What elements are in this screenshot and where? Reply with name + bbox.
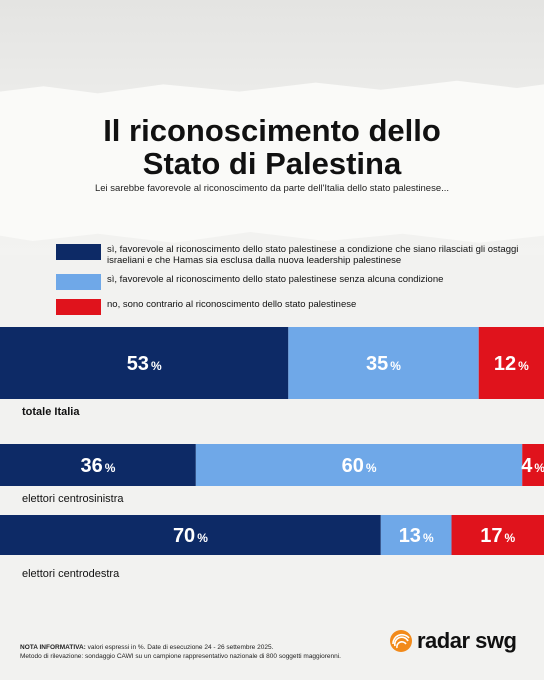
bar-segment xyxy=(0,327,289,399)
bar-segment xyxy=(0,444,196,486)
chart-subtitle: Lei sarebbe favorevole al riconoscimento… xyxy=(94,183,450,194)
legend-swatch-red xyxy=(56,299,101,315)
bar-segment xyxy=(288,327,479,399)
category-label-centrosinistra: elettori centrosinistra xyxy=(22,493,124,505)
footnote: NOTA INFORMATIVA: valori espressi in %. … xyxy=(20,643,341,661)
bar-value-label: 12% xyxy=(494,353,529,375)
logo-text: radar swg xyxy=(417,628,517,653)
bar-segment xyxy=(478,327,544,399)
bar-segment xyxy=(195,444,523,486)
legend-label: no, sono contrario al riconoscimento del… xyxy=(107,299,357,310)
bar-value-label: 17% xyxy=(480,525,515,547)
legend-swatch-dark-blue xyxy=(56,244,101,260)
bar-segment xyxy=(380,515,452,555)
torn-paper-decoration xyxy=(0,80,544,243)
bar-value-label: 13% xyxy=(399,525,434,547)
bar-value-label: 4% xyxy=(521,455,544,477)
bar-value-label: 35% xyxy=(366,353,401,375)
legend-swatch-light-blue xyxy=(56,274,101,290)
footnote-label: NOTA INFORMATIVA: xyxy=(20,644,86,651)
footnote-line-1: valori espressi in %. Date di esecuzione… xyxy=(85,644,274,651)
chart-title: Il riconoscimento dello Stato di Palesti… xyxy=(0,114,544,180)
title-line-1: Il riconoscimento dello xyxy=(103,113,441,148)
legend-label: sì, favorevole al riconoscimento dello s… xyxy=(107,274,444,285)
category-label-centrodestra: elettori centrodestra xyxy=(22,568,120,580)
legend-item-unconditional: sì, favorevole al riconoscimento dello s… xyxy=(56,274,527,290)
legend-item-conditional: sì, favorevole al riconoscimento dello s… xyxy=(56,244,527,266)
bar-value-label: 60% xyxy=(342,455,377,477)
radar-swg-logo: radar swg xyxy=(389,628,517,654)
legend-label: sì, favorevole al riconoscimento dello s… xyxy=(107,244,519,266)
bar-segment xyxy=(451,515,544,555)
bar-value-label: 53% xyxy=(127,353,162,375)
bar-value-label: 70% xyxy=(173,525,208,547)
legend-item-contrary: no, sono contrario al riconoscimento del… xyxy=(56,299,527,315)
radar-logo-icon xyxy=(390,630,412,652)
title-line-2: Stato di Palestina xyxy=(142,146,402,181)
bar-segment xyxy=(0,515,381,555)
footnote-line-2: Metodo di rilevazione: sondaggio CAWI su… xyxy=(20,653,341,660)
bar-value-label: 36% xyxy=(80,455,115,477)
bar-segment xyxy=(522,444,544,486)
category-label-totale: totale Italia xyxy=(22,406,80,418)
